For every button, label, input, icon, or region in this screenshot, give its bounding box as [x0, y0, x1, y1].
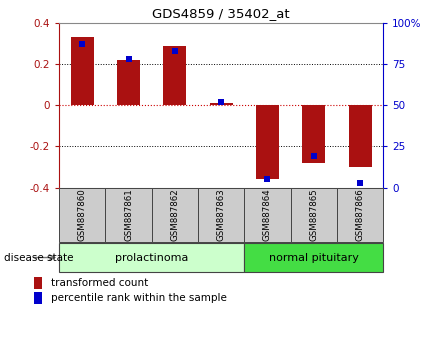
Point [79, 41, 86, 47]
Bar [71, 38, 94, 105]
Bar [244, 188, 291, 242]
Text: prolactinoma: prolactinoma [115, 252, 188, 263]
Point [357, 180, 364, 185]
Text: percentile rank within the sample: percentile rank within the sample [51, 293, 226, 303]
Text: GSM887861: GSM887861 [124, 189, 133, 241]
Bar [244, 243, 383, 272]
Bar [34, 276, 42, 289]
Text: normal pituitary: normal pituitary [269, 252, 359, 263]
Bar [256, 105, 279, 179]
Bar [59, 188, 106, 242]
Text: GSM887862: GSM887862 [170, 189, 180, 241]
Bar [34, 292, 42, 304]
Text: GSM887863: GSM887863 [217, 189, 226, 241]
Bar [163, 46, 187, 105]
Bar [117, 60, 140, 105]
Bar [337, 188, 383, 242]
Bar [59, 243, 244, 272]
Text: GSM887860: GSM887860 [78, 189, 87, 241]
Point [310, 154, 317, 159]
Bar [198, 188, 244, 242]
Bar [302, 105, 325, 163]
Bar [106, 188, 152, 242]
Point [171, 48, 178, 54]
Text: GSM887865: GSM887865 [309, 189, 318, 241]
Bar [349, 105, 372, 167]
Point [125, 56, 132, 62]
Text: transformed count: transformed count [51, 278, 148, 288]
Title: GDS4859 / 35402_at: GDS4859 / 35402_at [152, 7, 290, 21]
Text: GSM887864: GSM887864 [263, 189, 272, 241]
Bar [291, 188, 337, 242]
Text: GSM887866: GSM887866 [356, 189, 364, 241]
Point [264, 177, 271, 182]
Bar [152, 188, 198, 242]
Point [218, 99, 225, 105]
Text: disease state: disease state [4, 252, 74, 263]
Bar [210, 103, 233, 105]
